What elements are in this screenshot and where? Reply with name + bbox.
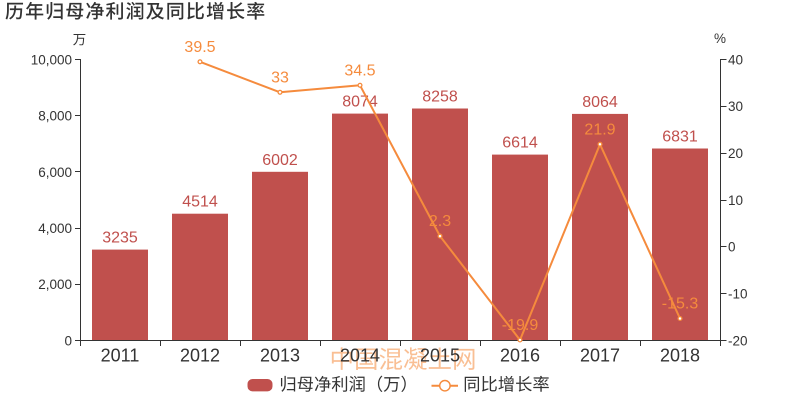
svg-text:20: 20 bbox=[728, 146, 743, 161]
svg-text:-19.9: -19.9 bbox=[502, 317, 539, 334]
svg-text:-10: -10 bbox=[728, 287, 748, 302]
svg-text:-20: -20 bbox=[728, 333, 748, 348]
svg-text:3235: 3235 bbox=[102, 230, 138, 247]
svg-text:2018: 2018 bbox=[660, 346, 700, 366]
svg-text:33: 33 bbox=[271, 69, 289, 86]
svg-text:8258: 8258 bbox=[422, 89, 458, 106]
svg-text:2,000: 2,000 bbox=[38, 277, 72, 292]
svg-text:6002: 6002 bbox=[262, 152, 298, 169]
svg-text:6,000: 6,000 bbox=[38, 165, 72, 180]
svg-text:2013: 2013 bbox=[260, 346, 300, 366]
svg-text:2017: 2017 bbox=[580, 346, 620, 366]
svg-text:4,000: 4,000 bbox=[38, 221, 72, 236]
svg-text:4514: 4514 bbox=[182, 194, 218, 211]
svg-text:10,000: 10,000 bbox=[31, 52, 72, 67]
svg-text:40: 40 bbox=[728, 52, 743, 67]
svg-text:2011: 2011 bbox=[101, 346, 140, 366]
svg-text:%: % bbox=[714, 31, 726, 46]
svg-text:10: 10 bbox=[728, 193, 743, 208]
svg-text:6831: 6831 bbox=[662, 129, 698, 146]
svg-text:21.9: 21.9 bbox=[584, 121, 615, 138]
svg-text:30: 30 bbox=[728, 99, 743, 114]
svg-text:2016: 2016 bbox=[500, 346, 540, 366]
svg-text:-15.3: -15.3 bbox=[662, 296, 699, 313]
svg-text:39.5: 39.5 bbox=[184, 39, 215, 56]
svg-text:8064: 8064 bbox=[582, 94, 618, 111]
svg-text:2012: 2012 bbox=[180, 346, 220, 366]
svg-text:0: 0 bbox=[728, 240, 736, 255]
svg-text:2015: 2015 bbox=[420, 346, 460, 366]
svg-text:34.5: 34.5 bbox=[344, 62, 375, 79]
svg-text:8,000: 8,000 bbox=[38, 109, 72, 124]
svg-text:2.3: 2.3 bbox=[429, 213, 451, 230]
svg-text:6614: 6614 bbox=[502, 135, 538, 152]
svg-text:0: 0 bbox=[64, 333, 72, 348]
svg-text:8074: 8074 bbox=[342, 94, 378, 111]
svg-text:2014: 2014 bbox=[340, 346, 380, 366]
